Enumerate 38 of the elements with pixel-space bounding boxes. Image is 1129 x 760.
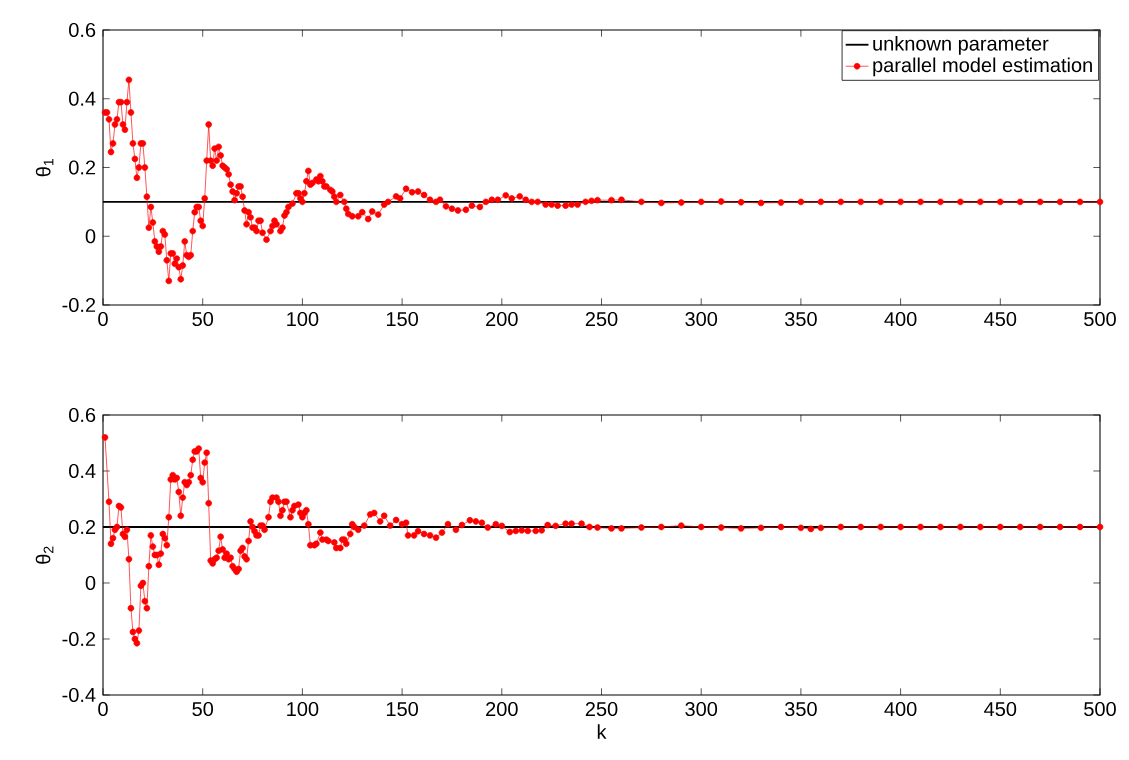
- legend-label: parallel model estimation: [873, 57, 1092, 77]
- x-tick-label: 0: [98, 311, 108, 327]
- y-tick-label: 0: [85, 229, 96, 244]
- y-tick-label: 0.2: [69, 160, 96, 175]
- x-tick-label: 100: [287, 311, 319, 327]
- x-tick-label: 500: [1084, 311, 1116, 327]
- x-tick-label: 50: [192, 701, 214, 717]
- x-tick-label: 250: [585, 311, 618, 327]
- x-tick-label: 0: [98, 701, 108, 717]
- x-tick-label: 200: [486, 701, 518, 717]
- x-tick-label: 150: [386, 311, 418, 327]
- y-tick-label: -0.4: [62, 687, 96, 703]
- x-tick-label: 300: [685, 311, 718, 327]
- x-tick-label: 200: [486, 311, 518, 327]
- x-tick-label: 100: [287, 701, 319, 717]
- x-tick-label: 450: [984, 701, 1017, 717]
- x-tick-label: 150: [386, 701, 418, 717]
- y-tick-label: 0.4: [69, 463, 96, 479]
- y-tick-label: 0: [85, 575, 96, 591]
- x-axis-title: k: [597, 724, 607, 739]
- x-tick-label: 500: [1084, 701, 1116, 717]
- x-tick-label: 300: [685, 701, 718, 717]
- y-axis-title: θ$_{1}$: [35, 159, 54, 177]
- y-tick-label: 0.4: [69, 91, 96, 106]
- x-tick-label: 50: [192, 311, 214, 327]
- x-tick-label: 350: [784, 311, 817, 327]
- y-tick-label: 0.2: [69, 519, 96, 535]
- y-axis-title: θ$_{2}$: [35, 546, 54, 564]
- y-tick-label: -0.2: [62, 297, 96, 313]
- x-tick-label: 250: [585, 701, 618, 717]
- x-tick-label: 450: [984, 311, 1017, 327]
- legend-label: unknown parameter: [873, 36, 1049, 55]
- x-tick-label: 400: [884, 701, 917, 717]
- x-tick-label: 350: [784, 701, 817, 717]
- x-tick-label: 400: [884, 311, 917, 327]
- y-tick-label: 0.6: [69, 22, 96, 38]
- y-tick-label: 0.6: [69, 407, 96, 423]
- y-tick-label: -0.2: [62, 631, 96, 647]
